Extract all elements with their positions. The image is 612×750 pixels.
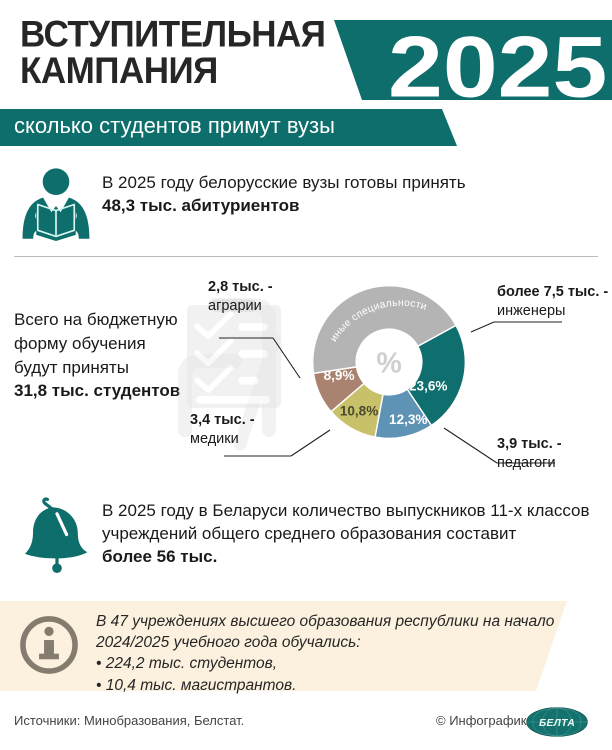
svg-text:БЕЛТА: БЕЛТА	[539, 718, 575, 729]
